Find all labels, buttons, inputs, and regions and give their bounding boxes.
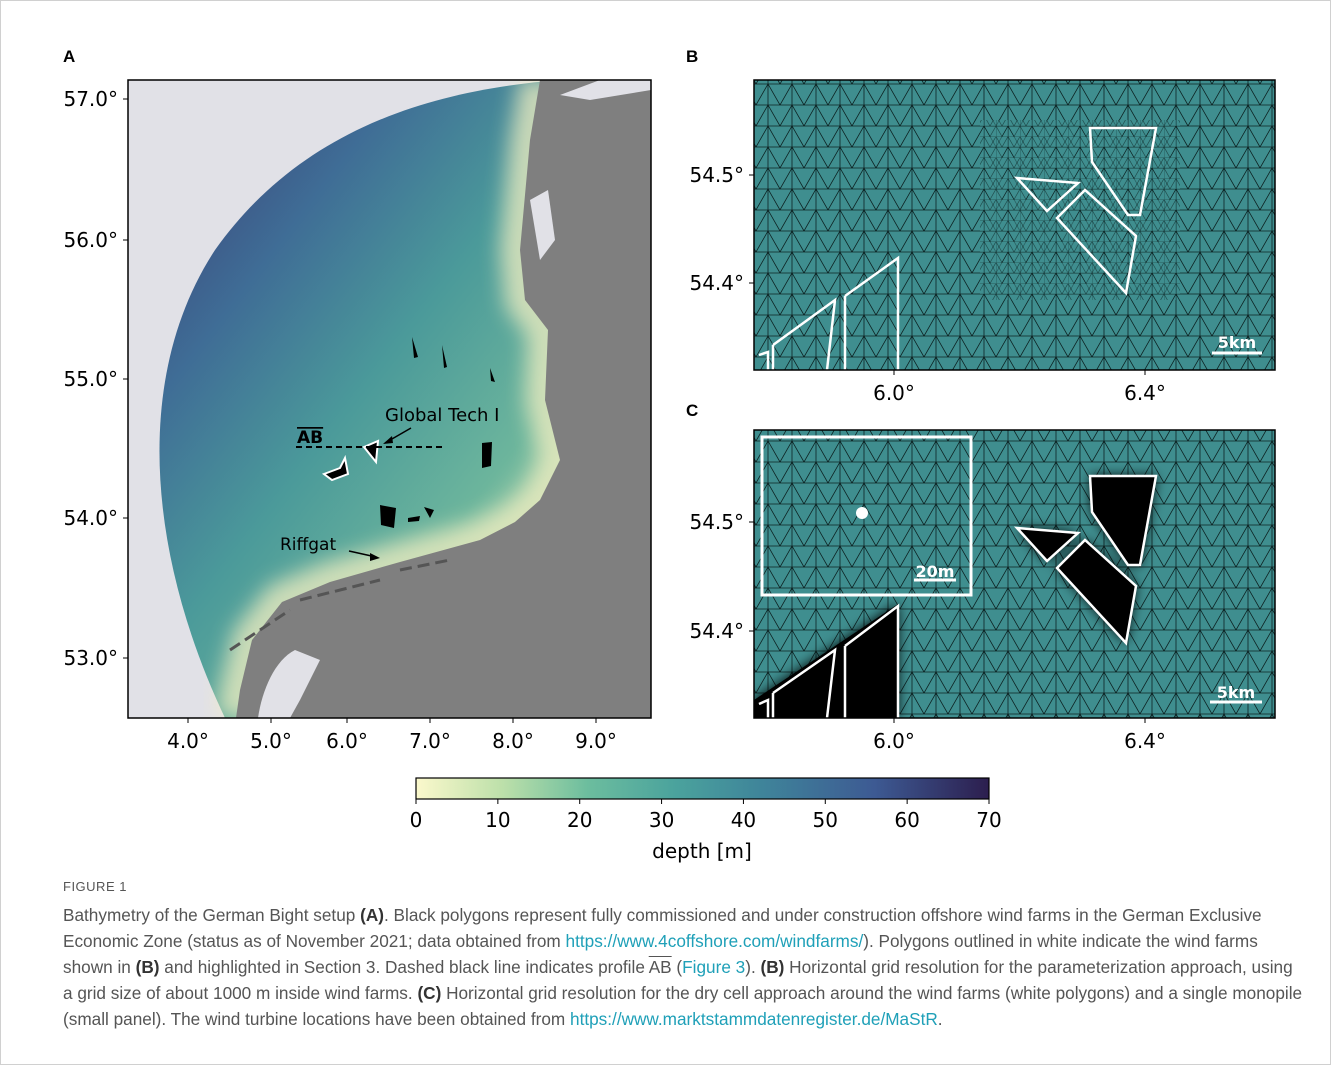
x-tick-label: 6.0° <box>873 381 915 405</box>
x-tick-label: 6.0° <box>326 729 368 753</box>
y-tick-label: 55.0° <box>63 367 118 391</box>
colorbar-tick-label: 40 <box>731 808 756 832</box>
colorbar-ticks: 0 10 20 30 40 50 60 70 <box>410 799 1002 832</box>
page: {"figure": { "panels": { "a": {"label": … <box>0 0 1331 1065</box>
y-ticks: 54.5° 54.4° <box>689 510 754 643</box>
colorbar-tick-label: 70 <box>976 808 1001 832</box>
link[interactable]: Figure 3 <box>682 957 745 977</box>
y-tick-label: 54.5° <box>689 163 744 187</box>
x-tick-label: 8.0° <box>492 729 534 753</box>
text: (C) <box>417 983 441 1003</box>
text: . <box>938 1009 943 1029</box>
y-ticks: 57.0° 56.0° 55.0° 54.0° 53.0° <box>63 87 128 670</box>
x-tick-label: 5.0° <box>250 729 292 753</box>
x-tick-label: 6.0° <box>873 729 915 753</box>
figure: A AB Global Tech I Riffgat 57.0° 56.0° 55.… <box>0 0 1331 870</box>
colorbar-tick-label: 20 <box>567 808 592 832</box>
text: (B) <box>136 957 160 977</box>
text: (A) <box>360 905 384 925</box>
colorbar-tick-label: 10 <box>485 808 510 832</box>
panel-label: C <box>686 401 698 420</box>
colorbar-tick-label: 30 <box>649 808 674 832</box>
bathymetry-map <box>128 80 651 718</box>
x-tick-label: 4.0° <box>167 729 209 753</box>
y-tick-label: 56.0° <box>63 228 118 252</box>
scale-label: 20m <box>916 562 955 581</box>
y-tick-label: 54.0° <box>63 506 118 530</box>
text: (B) <box>761 957 785 977</box>
text: ). <box>745 957 760 977</box>
y-tick-label: 54.5° <box>689 510 744 534</box>
scale-label: 5km <box>1217 683 1255 702</box>
annotation: Riffgat <box>280 535 336 555</box>
y-tick-label: 53.0° <box>63 646 118 670</box>
x-ticks: 4.0° 5.0° 6.0° 7.0° 8.0° 9.0° <box>167 718 617 753</box>
text: ( <box>672 957 683 977</box>
x-tick-label: 6.4° <box>1124 381 1166 405</box>
colorbar-tick-label: 60 <box>894 808 919 832</box>
colorbar <box>416 778 989 799</box>
x-tick-label: 9.0° <box>575 729 617 753</box>
colorbar-label: depth [m] <box>652 839 752 863</box>
figure-label: FIGURE 1 <box>63 879 127 894</box>
x-tick-label: 7.0° <box>409 729 451 753</box>
panel-label: A <box>63 47 75 66</box>
y-tick-label: 54.4° <box>689 271 744 295</box>
grid-map: 5km <box>754 80 1275 370</box>
link[interactable]: https://www.4coffshore.com/windfarms/ <box>566 931 864 951</box>
grid-map: 20m 5km <box>754 430 1275 718</box>
text: Bathymetry of the German Bight setup <box>63 905 360 925</box>
x-ticks: 6.0° 6.4° <box>873 370 1166 405</box>
panel-label: B <box>686 47 698 66</box>
x-tick-label: 6.4° <box>1124 729 1166 753</box>
profile-label: AB <box>297 428 323 448</box>
colorbar-tick-label: 0 <box>410 808 423 832</box>
colorbar-tick-label: 50 <box>813 808 838 832</box>
text: and highlighted in Section 3. Dashed bla… <box>160 957 649 977</box>
link[interactable]: https://www.marktstammdatenregister.de/M… <box>570 1009 938 1029</box>
y-tick-label: 57.0° <box>63 87 118 111</box>
text: AB <box>649 957 672 977</box>
y-tick-label: 54.4° <box>689 619 744 643</box>
y-ticks: 54.5° 54.4° <box>689 163 754 295</box>
scale-label: 5km <box>1218 333 1256 352</box>
caption: Bathymetry of the German Bight setup (A)… <box>63 902 1303 1032</box>
annotation: Global Tech I <box>385 405 500 426</box>
x-ticks: 6.0° 6.4° <box>873 718 1166 753</box>
